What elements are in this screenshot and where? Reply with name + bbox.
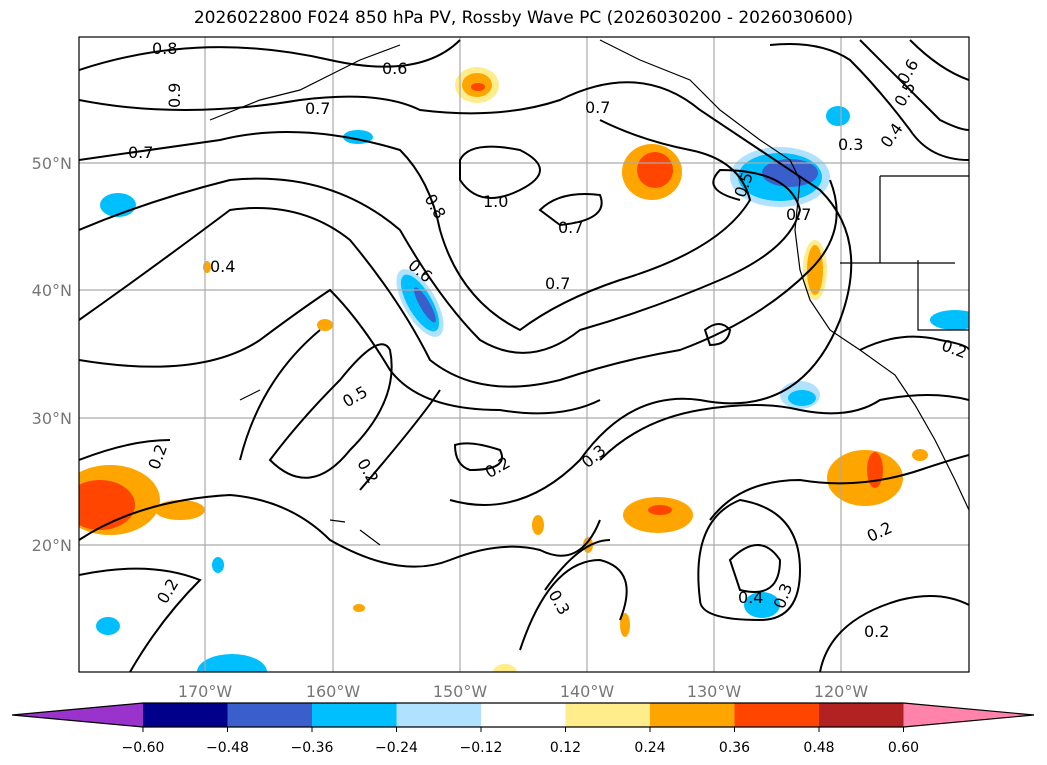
colorbar-tick-label: −0.60 (122, 740, 165, 756)
colorbar-segment-low-extend (12, 703, 143, 727)
svg-text:0.2: 0.2 (864, 518, 895, 546)
svg-text:0.3: 0.3 (838, 135, 863, 154)
svg-text:0.2: 0.2 (864, 622, 889, 641)
lat-ticks: 50°N 40°N 30°N 20°N (32, 154, 72, 555)
svg-text:30°N: 30°N (32, 409, 72, 428)
svg-text:1.0: 1.0 (483, 192, 508, 211)
colorbar-segment (650, 703, 735, 727)
colorbar-segment (143, 703, 228, 727)
svg-text:0.4: 0.4 (210, 257, 235, 276)
colorbar-tick-label: −0.12 (460, 740, 503, 756)
svg-text:0.8: 0.8 (152, 39, 177, 58)
svg-text:0.5: 0.5 (339, 382, 371, 411)
coastlines (209, 39, 969, 546)
colorbar-segment (227, 703, 313, 727)
colorbar-tick-label: 0.36 (719, 740, 750, 756)
svg-text:170°W: 170°W (178, 682, 233, 701)
contour-labels: 0.8 0.6 0.9 0.7 0.7 0.7 0.3 0.4 0.5 0.6 … (128, 39, 969, 641)
svg-text:0.4: 0.4 (877, 119, 907, 151)
svg-text:120°W: 120°W (814, 682, 869, 701)
svg-text:0.2: 0.2 (144, 442, 171, 472)
svg-text:0.7: 0.7 (585, 98, 610, 117)
svg-text:140°W: 140°W (560, 682, 615, 701)
svg-text:40°N: 40°N (32, 281, 72, 300)
svg-text:130°W: 130°W (687, 682, 742, 701)
svg-text:0.3: 0.3 (578, 441, 610, 472)
pv-shading (79, 67, 969, 672)
svg-text:150°W: 150°W (433, 682, 488, 701)
svg-text:0.7: 0.7 (305, 99, 330, 118)
svg-text:0.7: 0.7 (545, 274, 570, 293)
svg-text:0.7: 0.7 (128, 143, 153, 162)
graticule (79, 37, 969, 672)
svg-text:0.2: 0.2 (353, 455, 382, 487)
svg-text:0.7: 0.7 (786, 205, 811, 224)
colorbar: −0.60 −0.48 −0.36 −0.24 −0.12 0.12 0.24 0.36 0.4… (11, 702, 1035, 756)
svg-text:20°N: 20°N (32, 536, 72, 555)
colorbar-tick-label: −0.48 (206, 740, 249, 756)
map-area: 0.8 0.6 0.9 0.7 0.7 0.7 0.3 0.4 0.5 0.6 … (79, 37, 969, 672)
colorbar-tick-label: −0.24 (375, 740, 418, 756)
colorbar-segment (396, 703, 482, 727)
svg-text:0.8: 0.8 (420, 191, 449, 223)
plot-title: 2026022800 F024 850 hPa PV, Rossby Wave … (193, 8, 854, 28)
svg-text:50°N: 50°N (32, 154, 72, 173)
colorbar-tick-label: 0.12 (550, 740, 581, 756)
svg-text:0.2: 0.2 (939, 336, 969, 363)
colorbar-tick-label: −0.36 (291, 740, 334, 756)
colorbar-tick-label: 0.24 (634, 740, 665, 756)
svg-text:0.2: 0.2 (482, 453, 514, 482)
colorbar-segment (565, 703, 651, 727)
svg-text:0.6: 0.6 (382, 59, 407, 78)
svg-text:160°W: 160°W (306, 682, 361, 701)
pv-contours (79, 39, 969, 672)
svg-text:0.4: 0.4 (738, 588, 763, 607)
svg-text:0.9: 0.9 (165, 83, 184, 108)
map-frame (78, 36, 970, 673)
colorbar-segment (312, 703, 397, 727)
colorbar-segment (734, 703, 820, 727)
svg-text:0.6: 0.6 (893, 56, 922, 88)
lon-ticks: 170°W 160°W 150°W 140°W 130°W 120°W (178, 682, 869, 701)
svg-text:0.7: 0.7 (558, 218, 583, 237)
colorbar-segment (481, 703, 566, 727)
colorbar-tick-label: 0.48 (803, 740, 834, 756)
svg-text:0.2: 0.2 (153, 575, 182, 607)
colorbar-tick-label: 0.60 (888, 740, 919, 756)
colorbar-segment-high-extend (903, 703, 1034, 727)
colorbar-segment (819, 703, 904, 727)
